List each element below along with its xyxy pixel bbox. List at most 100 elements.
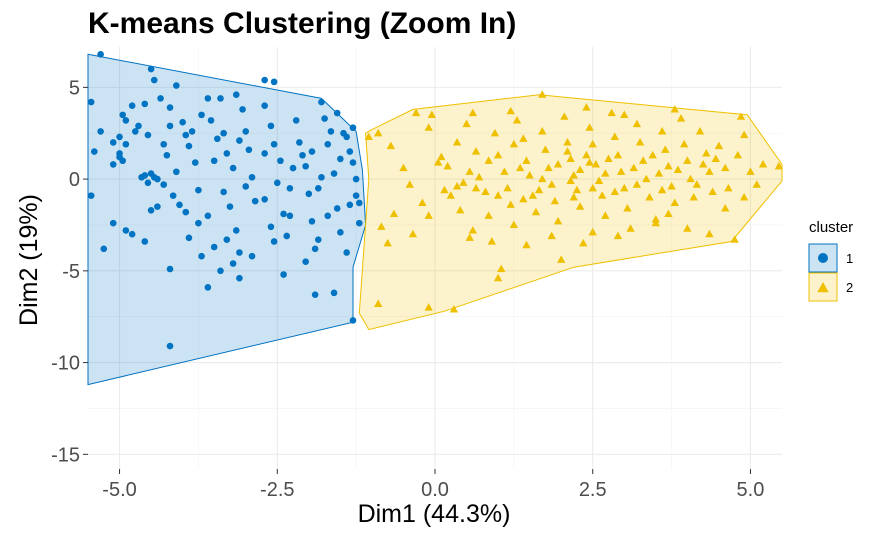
data-point-cluster-1 xyxy=(318,98,325,106)
data-point-cluster-2 xyxy=(411,108,421,117)
data-point-cluster-1 xyxy=(87,192,95,199)
data-point-cluster-1 xyxy=(280,271,287,278)
data-point-cluster-2 xyxy=(585,123,594,131)
data-point-cluster-1 xyxy=(302,258,309,265)
data-point-cluster-2 xyxy=(670,198,679,207)
data-point-cluster-1 xyxy=(188,128,196,135)
data-point-cluster-1 xyxy=(314,236,322,243)
data-point-cluster-2 xyxy=(459,178,468,186)
data-point-cluster-1 xyxy=(355,219,363,227)
data-point-cluster-1 xyxy=(150,76,158,84)
data-point-cluster-2 xyxy=(673,165,683,174)
data-point-cluster-2 xyxy=(702,149,711,157)
data-point-cluster-1 xyxy=(144,131,152,139)
data-point-cluster-2 xyxy=(635,138,645,146)
data-point-cluster-2 xyxy=(620,110,629,118)
data-point-cluster-1 xyxy=(173,82,180,89)
data-point-cluster-2 xyxy=(522,156,531,164)
data-point-cluster-1 xyxy=(340,129,347,137)
data-point-cluster-1 xyxy=(229,260,237,267)
data-point-cluster-2 xyxy=(424,303,433,311)
data-point-cluster-1 xyxy=(128,102,136,110)
data-point-cluster-1 xyxy=(242,183,250,190)
data-point-cluster-1 xyxy=(109,161,117,168)
data-point-cluster-2 xyxy=(610,187,619,196)
data-point-cluster-2 xyxy=(437,152,446,161)
data-point-cluster-2 xyxy=(610,132,619,140)
data-point-cluster-2 xyxy=(579,238,588,247)
data-point-cluster-2 xyxy=(654,169,664,177)
data-point-cluster-2 xyxy=(604,154,613,163)
data-point-cluster-1 xyxy=(236,137,243,144)
data-point-cluster-2 xyxy=(661,145,670,153)
data-points xyxy=(87,51,784,350)
data-point-cluster-2 xyxy=(405,180,414,188)
data-point-cluster-1 xyxy=(270,238,278,245)
data-point-cluster-2 xyxy=(698,160,708,168)
data-point-cluster-1 xyxy=(154,203,161,210)
data-point-cluster-2 xyxy=(657,127,667,135)
data-point-cluster-2 xyxy=(468,226,478,234)
cluster-hull-2 xyxy=(358,94,783,331)
x-tick-label: 0.0 xyxy=(421,479,449,501)
data-point-cluster-2 xyxy=(683,224,692,232)
data-point-cluster-2 xyxy=(680,139,689,148)
data-point-cluster-2 xyxy=(632,119,642,128)
data-point-cluster-2 xyxy=(509,139,519,148)
data-point-cluster-1 xyxy=(119,111,126,119)
data-point-cluster-2 xyxy=(566,154,575,163)
data-point-cluster-1 xyxy=(352,175,360,183)
data-point-cluster-1 xyxy=(122,140,130,148)
data-point-cluster-1 xyxy=(273,179,281,187)
data-point-cluster-2 xyxy=(506,106,515,115)
data-point-cluster-2 xyxy=(538,174,547,183)
data-point-cluster-1 xyxy=(166,104,174,111)
data-point-cluster-1 xyxy=(223,236,231,243)
data-point-cluster-1 xyxy=(261,195,268,203)
data-point-cluster-1 xyxy=(214,135,221,143)
data-point-cluster-2 xyxy=(683,156,692,164)
x-axis-title: Dim1 (44.3%) xyxy=(358,500,511,528)
data-point-cluster-2 xyxy=(374,128,383,137)
data-point-cluster-2 xyxy=(383,238,392,247)
data-point-cluster-1 xyxy=(87,98,95,106)
data-point-cluster-2 xyxy=(594,176,604,185)
data-point-cluster-1 xyxy=(91,148,98,155)
data-point-cluster-2 xyxy=(515,163,525,172)
data-point-cluster-1 xyxy=(100,245,108,253)
data-point-cluster-1 xyxy=(349,124,357,132)
data-point-cluster-1 xyxy=(141,238,149,245)
data-point-cluster-2 xyxy=(705,167,714,175)
data-point-cluster-1 xyxy=(116,153,123,161)
data-point-cluster-2 xyxy=(664,161,673,170)
data-point-cluster-1 xyxy=(109,139,117,146)
y-tick-label: 5 xyxy=(69,77,80,99)
data-point-cluster-2 xyxy=(519,194,528,203)
data-point-cluster-2 xyxy=(484,156,493,164)
data-point-cluster-2 xyxy=(449,304,459,313)
data-point-cluster-2 xyxy=(374,299,383,307)
data-point-cluster-2 xyxy=(601,169,610,177)
x-tick-label: -2.5 xyxy=(260,479,294,501)
data-point-cluster-2 xyxy=(739,193,749,201)
data-point-cluster-2 xyxy=(525,171,534,179)
data-point-cluster-2 xyxy=(471,183,481,192)
data-point-cluster-1 xyxy=(333,109,341,117)
legend-marker-2 xyxy=(817,282,829,293)
data-point-cluster-1 xyxy=(97,51,104,58)
data-point-cluster-1 xyxy=(229,164,237,172)
data-point-cluster-2 xyxy=(708,187,717,196)
data-point-cluster-1 xyxy=(330,289,338,297)
legend-title: cluster xyxy=(809,219,853,236)
data-point-cluster-2 xyxy=(752,180,761,188)
data-point-cluster-2 xyxy=(500,167,509,175)
data-point-cluster-1 xyxy=(318,173,325,181)
x-tick-label: 2.5 xyxy=(579,479,607,501)
data-point-cluster-1 xyxy=(220,188,227,196)
data-point-cluster-2 xyxy=(566,176,575,185)
data-point-cluster-2 xyxy=(629,163,638,172)
data-point-cluster-1 xyxy=(226,203,234,210)
data-point-cluster-1 xyxy=(248,252,256,260)
data-point-cluster-1 xyxy=(292,117,300,124)
data-point-cluster-2 xyxy=(616,167,626,175)
